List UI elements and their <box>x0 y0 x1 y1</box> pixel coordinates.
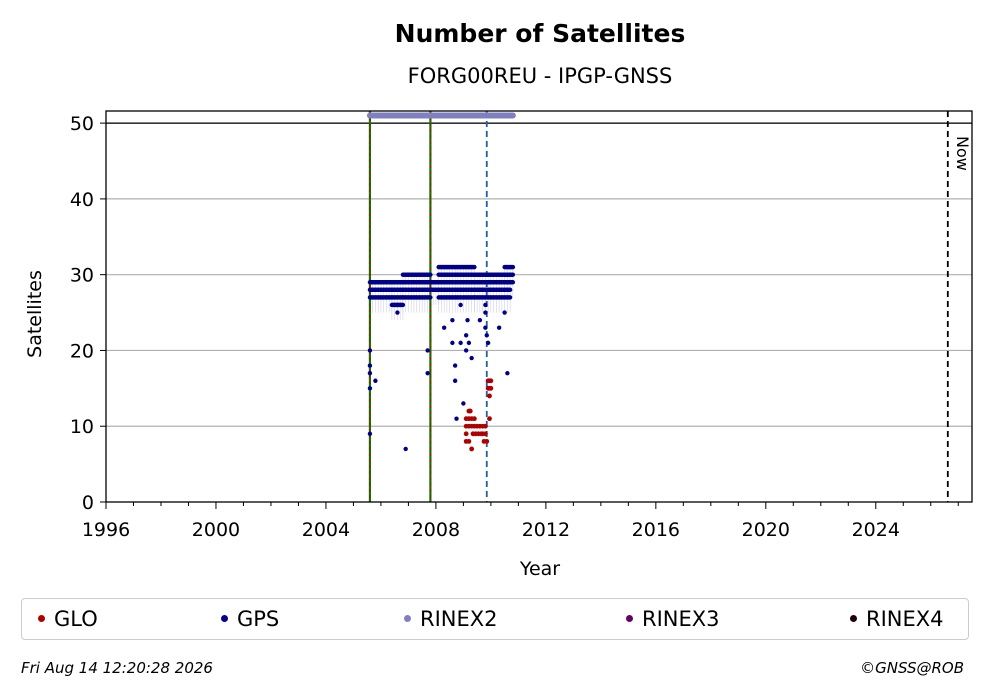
gps-point <box>463 348 469 353</box>
y-tick-label: 0 <box>82 492 94 514</box>
glo-point <box>463 431 469 437</box>
gps-point <box>452 378 458 383</box>
satellites-chart: Number of Satellites FORG00REU - IPGP-GN… <box>24 19 973 580</box>
glo-point <box>487 393 492 399</box>
glo-point <box>482 423 488 429</box>
x-tick-label: 2012 <box>522 519 570 541</box>
glo-point <box>469 446 475 452</box>
legend-item-rinex2: RINEX2 <box>404 607 498 631</box>
gps-point <box>403 446 408 452</box>
gps-point <box>465 317 470 323</box>
y-tick-label: 50 <box>70 113 94 135</box>
glo-point <box>466 438 472 444</box>
gps-point <box>463 333 469 338</box>
glo-point <box>467 408 473 414</box>
gps-point <box>505 370 510 376</box>
legend-label: GLO <box>54 607 98 631</box>
gps-point <box>458 340 463 346</box>
gps-point <box>483 302 488 308</box>
gps-point <box>496 325 502 330</box>
legend-label: RINEX2 <box>420 607 498 631</box>
gps-point <box>461 401 466 406</box>
glo-point <box>471 416 477 422</box>
gps-point <box>373 378 378 383</box>
glo-point <box>484 438 490 444</box>
gps-point <box>510 264 516 270</box>
y-tick-label: 30 <box>70 265 94 287</box>
gps-point <box>425 348 430 353</box>
x-tick-label: 1996 <box>82 519 130 541</box>
gps-point <box>466 340 472 346</box>
x-tick-label: 2024 <box>852 519 900 541</box>
gps-point <box>395 310 400 315</box>
legend-label: RINEX4 <box>866 607 944 631</box>
x-tick-label: 2004 <box>302 519 350 541</box>
legend-marker-rinex4 <box>850 614 857 622</box>
gps-point <box>395 302 400 308</box>
gps-point <box>450 317 455 323</box>
gps-point <box>367 348 373 353</box>
gps-point <box>367 431 373 437</box>
gps-point <box>400 302 406 308</box>
x-tick-label: 2000 <box>192 519 240 541</box>
glo-point <box>482 431 488 437</box>
gps-point <box>507 287 513 293</box>
x-axis-label: Year <box>519 558 560 580</box>
x-tick-label: 2016 <box>632 519 680 541</box>
glo-series <box>463 378 494 452</box>
chart-subtitle: FORG00REU - IPGP-GNSS <box>408 64 673 88</box>
gps-point <box>452 363 458 368</box>
gps-point <box>367 386 373 391</box>
gps-point <box>485 340 491 346</box>
gps-point <box>484 333 489 338</box>
gps-point <box>454 416 459 421</box>
footer-copyright: ©GNSS@ROB <box>860 659 964 677</box>
gps-point <box>367 363 373 368</box>
gps-point <box>458 302 463 308</box>
glo-point <box>488 378 494 384</box>
y-tick-label: 20 <box>70 340 94 362</box>
legend-item-rinex3: RINEX3 <box>626 607 720 631</box>
legend-item-gps: GPS <box>221 607 279 631</box>
legend-label: RINEX3 <box>642 607 720 631</box>
gps-point <box>425 370 430 376</box>
gps-point <box>477 317 483 323</box>
gps-point <box>472 264 477 270</box>
gps-point <box>469 355 474 361</box>
legend-marker-gps <box>221 614 228 622</box>
legend-marker-rinex2 <box>404 614 411 622</box>
x-tick-label: 2020 <box>742 519 790 541</box>
gps-point <box>510 280 516 285</box>
legend: GLO GPS RINEX2 RINEX3 RINEX4 <box>21 598 969 640</box>
footer-timestamp: Fri Aug 14 12:20:28 2026 <box>21 659 213 677</box>
y-tick-label: 40 <box>70 189 94 211</box>
gps-series <box>367 264 516 452</box>
now-label: Now <box>953 136 972 171</box>
chart-title: Number of Satellites <box>395 19 686 48</box>
gps-point <box>450 340 455 346</box>
gps-point <box>428 272 433 277</box>
gps-point <box>483 325 488 330</box>
plot-frame <box>105 110 973 503</box>
gps-point <box>502 310 507 315</box>
legend-marker-rinex3 <box>626 614 633 622</box>
legend-item-glo: GLO <box>38 607 98 631</box>
gps-point <box>428 295 433 300</box>
glo-point <box>487 416 492 422</box>
glo-point <box>488 385 494 391</box>
gps-point <box>441 325 447 330</box>
y-tick-label: 10 <box>70 416 94 438</box>
legend-item-rinex4: RINEX4 <box>850 607 944 631</box>
legend-marker-glo <box>38 614 45 622</box>
plot-area: Now 1996 2000 2004 2008 2012 2016 2020 2024 0 10 20… <box>70 110 973 541</box>
gps-point <box>483 310 488 315</box>
x-tick-label: 2008 <box>412 519 460 541</box>
gps-point <box>367 370 373 376</box>
gps-point <box>507 295 513 300</box>
gps-point <box>510 272 516 277</box>
y-axis-label: Satellites <box>24 270 46 358</box>
legend-label: GPS <box>237 607 280 631</box>
